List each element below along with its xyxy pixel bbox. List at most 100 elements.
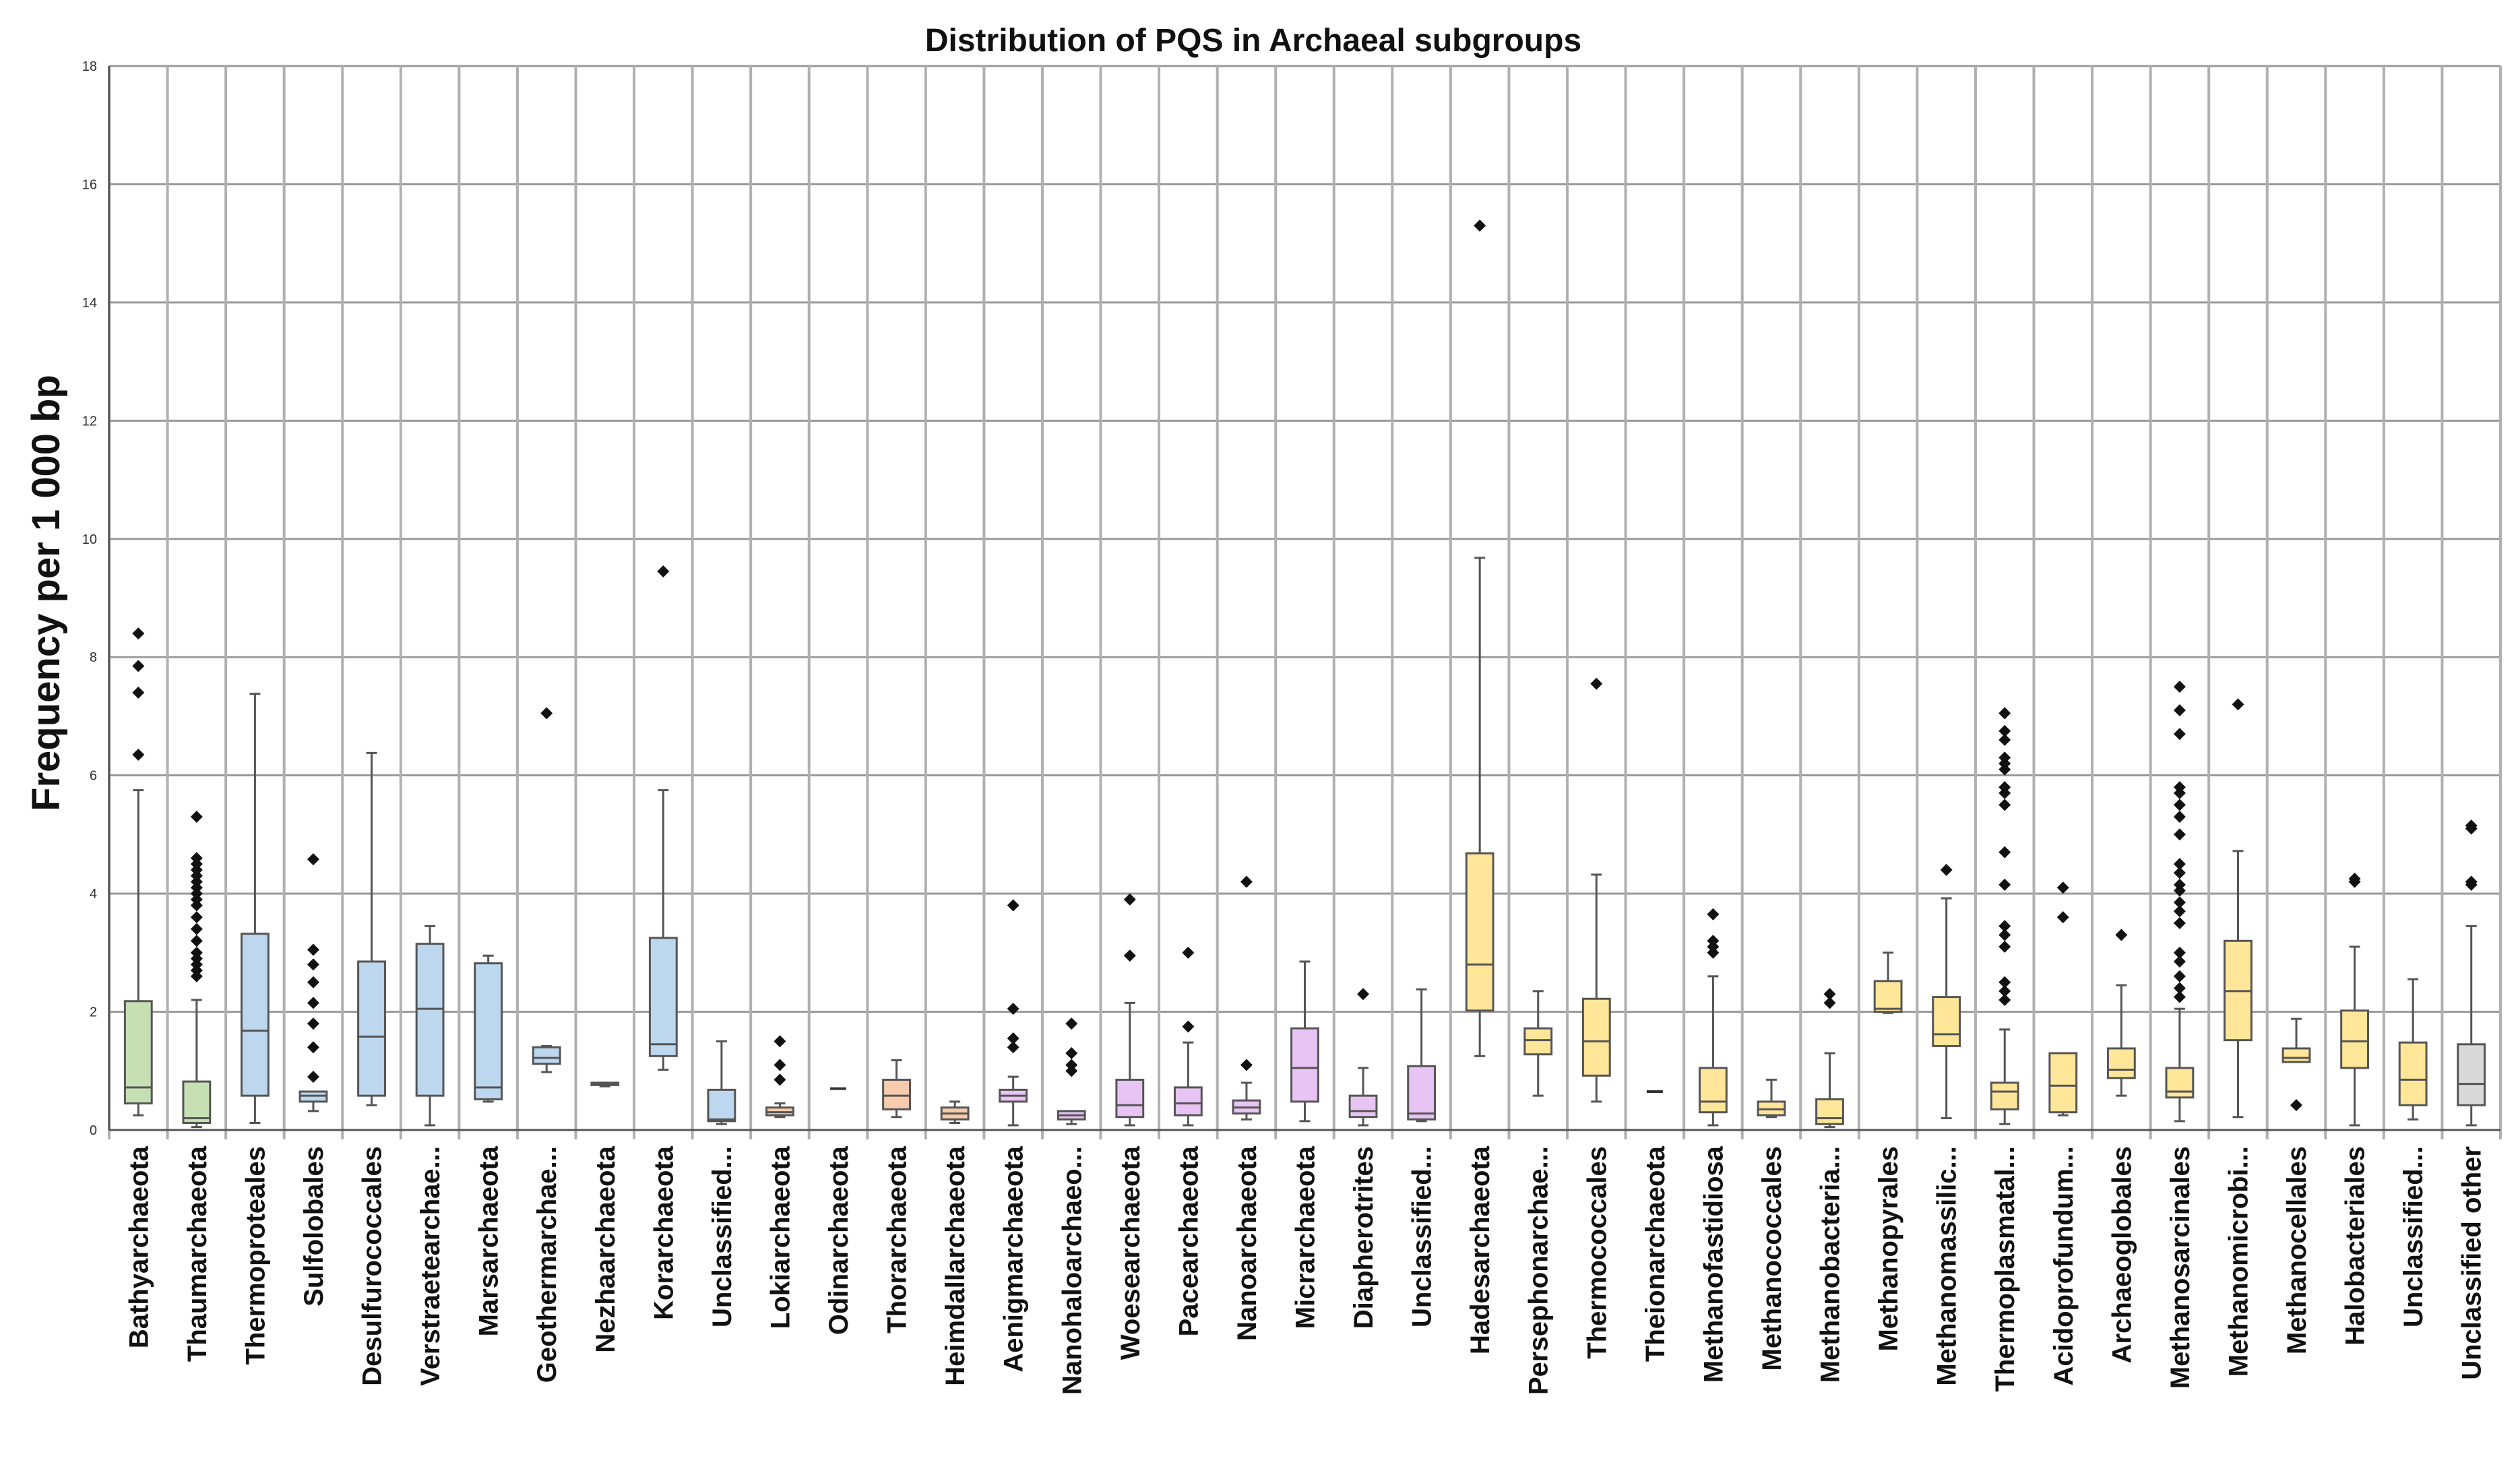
outlier-point (1998, 929, 2011, 941)
outlier-point (1998, 751, 2011, 764)
y-tick-label: 6 (90, 769, 97, 784)
iqr-box (1348, 1094, 1378, 1119)
box-methanococcales (1757, 1078, 1786, 1119)
box-thaumarchaeota (182, 811, 212, 1129)
outlier-point (1182, 1020, 1195, 1033)
box-thermoproteales (240, 693, 270, 1124)
iqr-box (1115, 1078, 1145, 1119)
outlier-point (1998, 798, 2011, 811)
x-tick-label: Archaeoglobales (2107, 1146, 2137, 1363)
box-nanoarchaeota (1232, 875, 1261, 1121)
x-tick-label: Sulfolobales (299, 1146, 329, 1307)
outlier-point (1998, 976, 2011, 988)
x-tick-label: Lokiarchaeota (765, 1146, 795, 1329)
iqr-box (707, 1088, 736, 1123)
outlier-point (1998, 707, 2011, 720)
outlier-point (2115, 929, 2128, 941)
outlier-point (2173, 781, 2186, 794)
outlier-point (1182, 946, 1195, 959)
box-micrarchaeota (1290, 960, 1319, 1123)
outlier-point (307, 853, 319, 866)
box-unclassified (1407, 988, 1437, 1123)
outlier-point (2173, 916, 2186, 929)
x-tick-label: Methanomassilic... (1932, 1146, 1962, 1386)
y-tick-label: 4 (90, 887, 97, 902)
outlier-point (2173, 858, 2186, 871)
outlier-point (1707, 908, 1720, 920)
box-pacearchaeota (1173, 946, 1203, 1127)
outlier-point (307, 943, 319, 956)
y-tick-label: 10 (82, 532, 97, 547)
outlier-point (307, 1041, 319, 1054)
box-methanopyrales (1873, 951, 1903, 1014)
outlier-point (307, 976, 319, 988)
iqr-box (882, 1078, 911, 1110)
box-thermoplasmatal (1990, 707, 2019, 1125)
x-tick-label: Micrarchaeota (1291, 1146, 1321, 1329)
outlier-point (1007, 899, 1019, 912)
x-tick-label: Methanocellales (2282, 1146, 2312, 1354)
y-tick-label: 16 (82, 177, 97, 192)
iqr-box (2457, 1043, 2486, 1106)
outlier-point (2173, 946, 2186, 959)
iqr-box (2106, 1047, 2136, 1079)
outlier-point (132, 748, 145, 761)
y-axis-label: Frequency per 1 000 bp (24, 375, 68, 811)
x-tick-label: Methanococcales (1757, 1146, 1787, 1371)
box-diapherotrites (1348, 988, 1378, 1127)
iqr-box (1173, 1086, 1203, 1117)
iqr-box (1523, 1027, 1553, 1056)
box-methanocellales (2281, 1017, 2311, 1112)
box-nanohaloarchaeo (1057, 1017, 1086, 1125)
outlier-point (540, 707, 553, 720)
x-tick-label: Methanofastidiosa (1699, 1146, 1728, 1383)
x-tick-label: Desulfurococcales (358, 1146, 387, 1386)
outlier-point (1240, 875, 1253, 888)
iqr-box (532, 1046, 561, 1065)
outlier-point (1007, 1003, 1019, 1015)
outlier-point (1065, 1059, 1078, 1071)
x-tick-label: Nanohaloarchaeo... (1057, 1146, 1087, 1395)
y-tick-label: 12 (82, 414, 97, 429)
outlier-point (2173, 955, 2186, 968)
x-tick-label: Thaumarchaeota (183, 1146, 212, 1362)
x-tick-label: Hadesarchaeota (1466, 1146, 1495, 1354)
x-tick-label: Geothermarchae... (532, 1146, 562, 1383)
x-tick-label: Unclassified... (1408, 1146, 1437, 1327)
box-halobacteriales (2340, 873, 2370, 1127)
box-unclassified (2398, 978, 2428, 1121)
box-verstraetearchae (415, 924, 445, 1127)
y-tick-label: 2 (90, 1005, 97, 1020)
box-archaeoglobales (2106, 929, 2136, 1097)
outlier-point (190, 911, 203, 924)
box-sulfolobales (298, 853, 328, 1112)
x-tick-label: Unclassified other (2457, 1146, 2487, 1380)
box-bathyarchaeota (123, 627, 153, 1117)
outlier-point (307, 958, 319, 971)
outlier-point (1007, 1032, 1019, 1045)
outlier-point (1474, 219, 1486, 232)
box-korarchaeota (648, 565, 678, 1071)
y-tick-label: 18 (82, 59, 97, 74)
x-tick-label: Thermococcales (1582, 1146, 1612, 1359)
iqr-box (1581, 997, 1611, 1077)
box-heimdallarchaeota (940, 1100, 970, 1124)
box-desulfurococcales (357, 751, 386, 1106)
outlier-point (1823, 997, 1836, 1009)
outlier-point (190, 852, 203, 865)
y-tick-labels: 0 2 4 6 8 10 12 14 16 18 (82, 59, 97, 1138)
outlier-point (2173, 681, 2186, 693)
outlier-point (774, 1035, 786, 1048)
outlier-point (774, 1073, 786, 1086)
outlier-point (2465, 875, 2478, 888)
x-tick-label: Theionarchaeota (1641, 1146, 1670, 1362)
grid-lines (108, 65, 2502, 1139)
iqr-box (1932, 996, 1961, 1047)
outlier-point (2173, 878, 2186, 891)
y-tick-label: 0 (90, 1123, 97, 1138)
outlier-point (190, 946, 203, 959)
outlier-point (2232, 698, 2244, 711)
x-tick-label: Woesearchaeota (1116, 1146, 1145, 1360)
box-methanobacteria (1815, 988, 1844, 1129)
x-tick-label: Pacearchaeota (1174, 1146, 1203, 1336)
